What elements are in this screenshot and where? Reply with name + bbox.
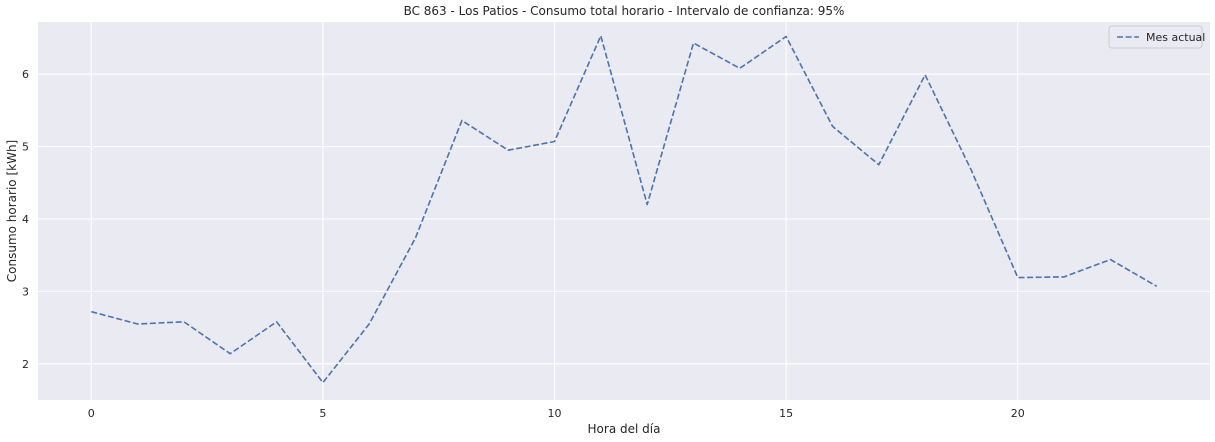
y-tick-label: 2	[22, 358, 29, 371]
y-tick-label: 5	[22, 141, 29, 154]
x-tick-label: 10	[548, 407, 562, 420]
y-tick-labels: 2 3 4 5 6	[22, 68, 29, 371]
y-tick-label: 3	[22, 285, 29, 298]
x-tick-label: 20	[1011, 407, 1025, 420]
y-tick-label: 4	[22, 213, 29, 226]
chart-title: BC 863 - Los Patios - Consumo total hora…	[404, 4, 845, 18]
x-axis-title: Hora del día	[588, 422, 661, 436]
legend: Mes actual	[1109, 26, 1205, 48]
x-tick-label: 0	[88, 407, 95, 420]
x-tick-label: 15	[779, 407, 793, 420]
legend-label: Mes actual	[1146, 31, 1205, 44]
y-tick-label: 6	[22, 68, 29, 81]
x-tick-labels: 0 5 10 15 20	[88, 407, 1025, 420]
x-tick-label: 5	[319, 407, 326, 420]
y-axis-title: Consumo horario [kWh]	[5, 140, 19, 282]
